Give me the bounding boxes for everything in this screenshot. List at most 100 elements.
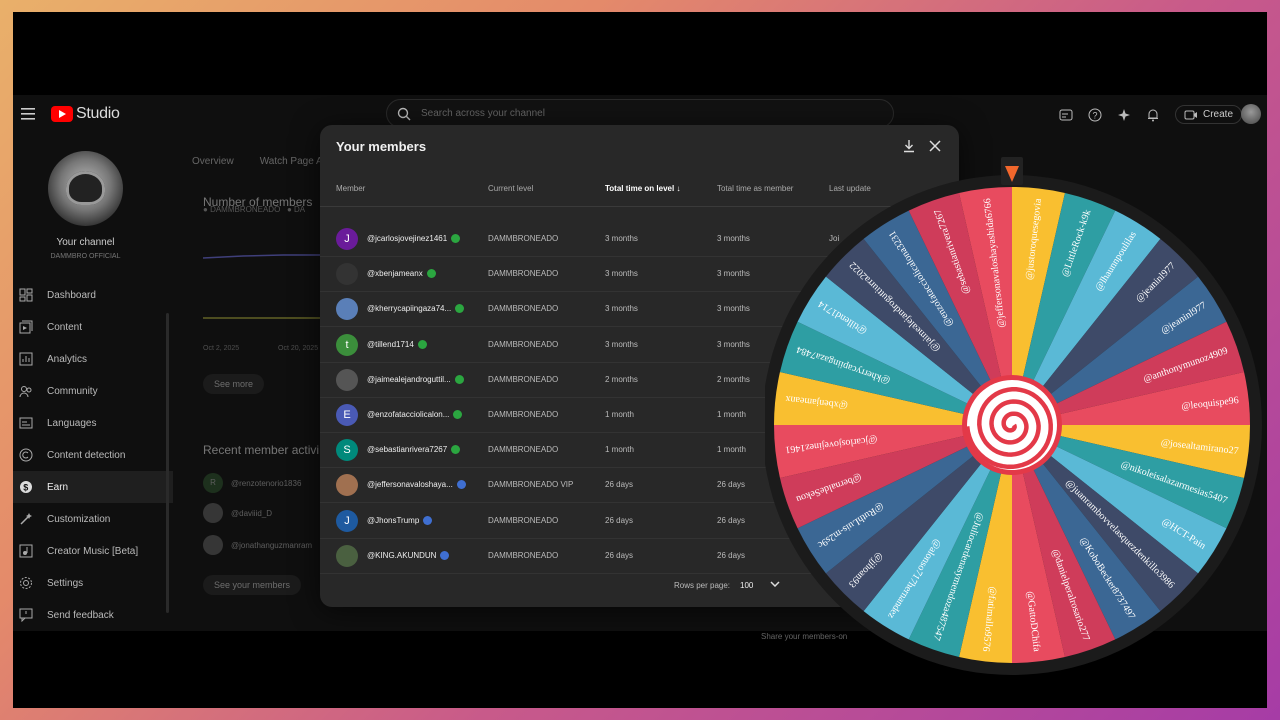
sidebar-nav: Dashboard Content Analytics Community Langua…	[13, 279, 173, 631]
member-handle[interactable]: @jeffersonavaloshaya...	[367, 480, 466, 490]
member-handle-text: @jeffersonavaloshaya...	[367, 480, 453, 490]
sidebar-item-languages[interactable]: Languages	[13, 407, 173, 439]
table-row[interactable]: @KING.AKUNDUN DAMMBRONEADO 26 days 26 days	[320, 539, 959, 574]
hamburger-menu-icon[interactable]	[19, 105, 37, 123]
sidebar-item-earn[interactable]: $ Earn	[13, 471, 173, 503]
activity-item[interactable]: R @renzotenorio1836	[203, 473, 301, 493]
search-icon	[397, 107, 411, 121]
help-icon[interactable]: ?	[1086, 106, 1104, 124]
arrow-down-icon: ↓	[676, 184, 681, 193]
account-avatar[interactable]	[1241, 104, 1261, 124]
member-level: DAMMBRONEADO	[488, 374, 559, 384]
time-as-member: 2 months	[717, 374, 750, 384]
member-handle[interactable]: @xbenjameanx	[367, 269, 436, 279]
time-on-level: 3 months	[605, 339, 638, 349]
sidebar-item-label: Customization	[47, 513, 111, 525]
table-row[interactable]: @kherrycapiingaza74... DAMMBRONEADO 3 mont…	[320, 292, 959, 328]
channel-avatar[interactable]	[48, 151, 123, 226]
time-on-level: 1 month	[605, 445, 634, 455]
member-handle[interactable]: @sebastianrivera7267	[367, 445, 461, 455]
member-handle[interactable]: @kherrycapiingaza74...	[367, 304, 465, 314]
wheel-segment	[1012, 276, 1227, 425]
dialog-title: Your members	[336, 139, 427, 154]
avatar	[336, 544, 358, 567]
member-handle-text: @KING.AKUNDUN	[367, 550, 437, 560]
tab-overview[interactable]: Overview	[192, 156, 234, 167]
download-icon[interactable]	[900, 137, 918, 155]
wheel-segment	[797, 425, 1012, 574]
member-handle[interactable]: @KING.AKUNDUN	[367, 550, 450, 560]
wheel-segment	[825, 238, 1012, 425]
wheel-segment	[779, 321, 1012, 425]
member-handle[interactable]: @JhonsTrump	[367, 515, 433, 525]
spin-wheel[interactable]: @justoroquesegovia @LittleRock-k9k @lhaunn…	[765, 157, 1267, 688]
sidebar-item-analytics[interactable]: Analytics	[13, 343, 173, 375]
sidebar-item-customization[interactable]: Customization	[13, 503, 173, 535]
table-row[interactable]: @jeffersonavaloshaya... DAMMBRONEADO VIP 2…	[320, 468, 959, 504]
time-on-level: 26 days	[605, 480, 634, 490]
sidebar-item-label: Dashboard	[47, 289, 96, 301]
search-input[interactable]	[421, 108, 821, 119]
sidebar-item-community[interactable]: Community	[13, 375, 173, 407]
see-more-button[interactable]: See more	[203, 374, 265, 394]
sidebar-item-label: Community	[47, 385, 98, 397]
member-handle[interactable]: @jcarlosjovejinez1461	[367, 234, 461, 243]
table-row[interactable]: @jaimealejandroguttil... DAMMBRONEADO 2 mo…	[320, 363, 959, 398]
notifications-bell-icon[interactable]	[1144, 106, 1162, 124]
member-handle[interactable]: @jaimealejandroguttil...	[367, 374, 464, 384]
member-handle-text: @sebastianrivera7267	[367, 445, 448, 455]
member-level: DAMMBRONEADO	[488, 234, 559, 243]
column-time-as-member[interactable]: Total time as member	[717, 184, 794, 193]
member-handle[interactable]: @tillend1714	[367, 339, 427, 349]
sidebar-item-send-feedback[interactable]: Send feedback	[13, 599, 173, 631]
search-bar[interactable]	[386, 99, 894, 128]
studio-logo[interactable]: Studio	[51, 105, 120, 123]
create-button[interactable]: Create	[1175, 105, 1243, 124]
sidebar-item-settings[interactable]: Settings	[13, 567, 173, 599]
member-handle-text: @xbenjameanx	[367, 269, 423, 279]
chevron-down-icon[interactable]	[768, 577, 782, 591]
dollar-icon: $	[18, 480, 33, 495]
table-row[interactable]: J @jcarlosjovejinez1461 DAMMBRONEADO 3 mont…	[320, 222, 959, 257]
sidebar-scrollbar[interactable]	[166, 313, 169, 613]
x-axis-label-1: Oct 2, 2025	[203, 345, 240, 352]
your-channel-label[interactable]: Your channel	[56, 237, 115, 248]
sidebar-item-label: Earn	[47, 481, 69, 493]
table-row[interactable]: S @sebastianrivera7267 DAMMBRONEADO 1 month…	[320, 433, 959, 469]
sidebar-item-creator-music-beta[interactable]: Creator Music [Beta]	[13, 535, 173, 567]
column-last-update[interactable]: Last update	[829, 184, 871, 193]
see-your-members-button[interactable]: See your members	[203, 575, 302, 595]
sparkle-icon[interactable]	[1115, 106, 1133, 124]
member-handle[interactable]: @enzofatacciolicalon...	[367, 410, 463, 419]
rows-per-page-value[interactable]: 100	[740, 581, 754, 590]
activity-item[interactable]: @jonathanguzmanram	[203, 535, 312, 555]
sidebar-item-content[interactable]: Content	[13, 311, 173, 343]
members-chart-title: Number of members	[203, 195, 313, 209]
time-as-member: 3 months	[717, 304, 750, 314]
wheel-segment	[1012, 321, 1245, 425]
sidebar-item-content-detection[interactable]: Content detection	[13, 439, 173, 471]
member-handle-text: @kherrycapiingaza74...	[367, 304, 452, 314]
table-row[interactable]: @xbenjameanx DAMMBRONEADO 3 months 3 months	[320, 257, 959, 293]
sidebar: Your channel DAMMBRO OFFICIAL Dashboard C…	[13, 133, 173, 631]
music-icon	[18, 544, 33, 559]
activity-item[interactable]: @daviiid_D	[203, 503, 272, 523]
column-current-level[interactable]: Current level	[488, 184, 534, 193]
member-handle-text: @tillend1714	[367, 339, 414, 349]
time-as-member: 26 days	[717, 480, 746, 490]
tab-watch-page[interactable]: Watch Page A	[259, 156, 323, 167]
table-row[interactable]: E @enzofatacciolicalon... DAMMBRONEADO 1 mo…	[320, 398, 959, 433]
subtitles-icon[interactable]	[1057, 106, 1075, 124]
avatar	[336, 474, 358, 497]
time-as-member: 26 days	[717, 515, 746, 525]
table-row[interactable]: t @tillend1714 DAMMBRONEADO 3 months 3 month…	[320, 328, 959, 363]
time-as-member: 3 months	[717, 234, 750, 243]
close-icon[interactable]	[926, 137, 944, 155]
column-time-on-level[interactable]: Total time on level ↓	[605, 184, 680, 193]
column-time-on-level-label: Total time on level	[605, 184, 675, 193]
wheel-segment	[908, 425, 1012, 658]
table-row[interactable]: J @JhonsTrump DAMMBRONEADO 26 days 26 days	[320, 504, 959, 539]
wheel-segment	[1012, 210, 1161, 425]
column-member[interactable]: Member	[336, 184, 366, 193]
sidebar-item-dashboard[interactable]: Dashboard	[13, 279, 173, 311]
